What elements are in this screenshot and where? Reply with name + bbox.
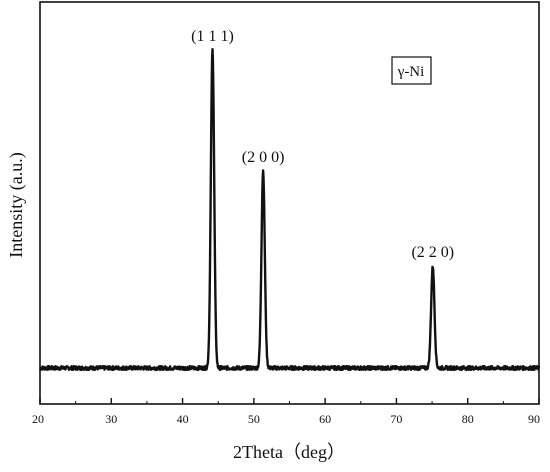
y-axis-title: Intensity (a.u.) bbox=[6, 152, 27, 257]
x-tick-label: 60 bbox=[319, 412, 331, 426]
x-tick-label: 50 bbox=[248, 412, 260, 426]
x-tick-label: 30 bbox=[105, 412, 117, 426]
legend-box bbox=[391, 56, 432, 85]
x-tick-label: 70 bbox=[390, 412, 402, 426]
peak-label: (2 0 0) bbox=[242, 149, 285, 166]
x-tick-label: 40 bbox=[177, 412, 189, 426]
x-axis-title: 2Theta（deg） bbox=[233, 442, 345, 462]
peak-label: (1 1 1) bbox=[191, 28, 234, 45]
x-tick-label: 90 bbox=[528, 412, 540, 426]
legend-label: γ-Ni bbox=[397, 64, 425, 80]
x-tick-label: 80 bbox=[462, 412, 474, 426]
x-axis-ticks: 20 30 40 50 60 70 80 90 bbox=[32, 398, 540, 426]
plot-frame bbox=[39, 1, 540, 405]
peak-labels: (1 1 1) (2 0 0) (2 2 0) bbox=[191, 28, 454, 261]
xrd-pattern-line bbox=[39, 48, 541, 372]
peak-label: (2 2 0) bbox=[411, 244, 454, 261]
x-tick-label: 20 bbox=[32, 412, 44, 426]
